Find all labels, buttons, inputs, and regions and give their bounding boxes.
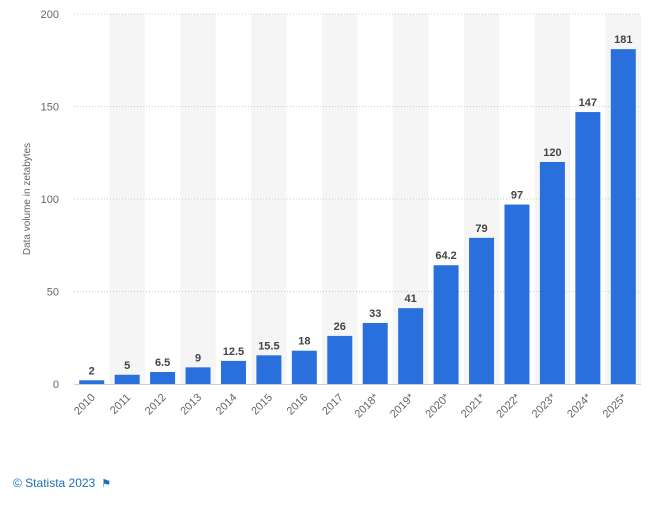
x-tick-label: 2015 bbox=[249, 392, 275, 418]
y-tick-label: 100 bbox=[41, 194, 59, 206]
data-label: 9 bbox=[195, 352, 201, 364]
x-tick-label: 2016 bbox=[285, 392, 311, 418]
bar bbox=[185, 367, 211, 384]
data-label: 41 bbox=[405, 293, 417, 305]
x-tick-label: 2020* bbox=[423, 391, 452, 420]
bar bbox=[79, 380, 105, 384]
bar bbox=[256, 355, 282, 384]
bar bbox=[150, 371, 176, 384]
bar bbox=[469, 237, 495, 384]
x-tick-label: 2018* bbox=[353, 391, 382, 420]
bar bbox=[362, 322, 388, 384]
credit-link[interactable]: © Statista 2023 ⚑ bbox=[13, 476, 111, 490]
x-tick-label: 2017 bbox=[320, 392, 346, 418]
column-band bbox=[322, 14, 358, 384]
data-label: 26 bbox=[334, 321, 346, 333]
y-tick-label: 200 bbox=[41, 9, 59, 21]
data-label: 120 bbox=[543, 147, 561, 159]
bar bbox=[327, 335, 353, 384]
bar bbox=[398, 308, 424, 384]
x-tick-label: 2023* bbox=[530, 391, 559, 420]
bar bbox=[575, 112, 601, 385]
bar bbox=[114, 374, 140, 384]
y-axis-title: Data volume in zetabytes bbox=[22, 143, 33, 255]
x-tick-label: 2013 bbox=[178, 392, 204, 418]
x-tick-label: 2024* bbox=[565, 391, 594, 420]
x-tick-label: 2014 bbox=[214, 392, 240, 418]
y-tick-label: 150 bbox=[41, 102, 59, 114]
data-label: 97 bbox=[511, 190, 523, 202]
data-label: 33 bbox=[369, 308, 381, 320]
x-tick-label: 2012 bbox=[143, 392, 169, 418]
y-tick-label: 50 bbox=[47, 287, 59, 299]
bar bbox=[610, 49, 636, 385]
data-label: 181 bbox=[614, 34, 632, 46]
x-tick-label: 2022* bbox=[494, 391, 523, 420]
data-label: 79 bbox=[475, 223, 487, 235]
x-tick-label: 2019* bbox=[388, 391, 417, 420]
bar bbox=[433, 265, 459, 384]
data-label: 147 bbox=[579, 97, 597, 109]
data-label: 64.2 bbox=[435, 250, 456, 262]
data-label: 12.5 bbox=[223, 346, 244, 358]
y-tick-label: 0 bbox=[53, 379, 59, 391]
column-band bbox=[109, 14, 145, 384]
bar-chart: 0 50 100 150 200 Data volume in zetabytes 2 201… bbox=[22, 9, 641, 420]
bar bbox=[539, 162, 565, 384]
data-label: 2 bbox=[89, 365, 95, 377]
data-label: 5 bbox=[124, 360, 130, 372]
x-tick-label: 2021* bbox=[459, 391, 488, 420]
credit-text: © Statista 2023 bbox=[13, 476, 96, 490]
x-tick-label: 2010 bbox=[72, 392, 98, 418]
x-tick-label: 2025* bbox=[601, 391, 630, 420]
data-label: 15.5 bbox=[258, 340, 279, 352]
bar bbox=[220, 360, 246, 384]
flag-icon[interactable]: ⚑ bbox=[101, 478, 112, 490]
bar bbox=[504, 204, 530, 384]
x-tick-label: 2011 bbox=[108, 392, 133, 417]
bar bbox=[291, 350, 317, 384]
data-label: 6.5 bbox=[155, 357, 170, 369]
data-label: 18 bbox=[298, 336, 310, 348]
